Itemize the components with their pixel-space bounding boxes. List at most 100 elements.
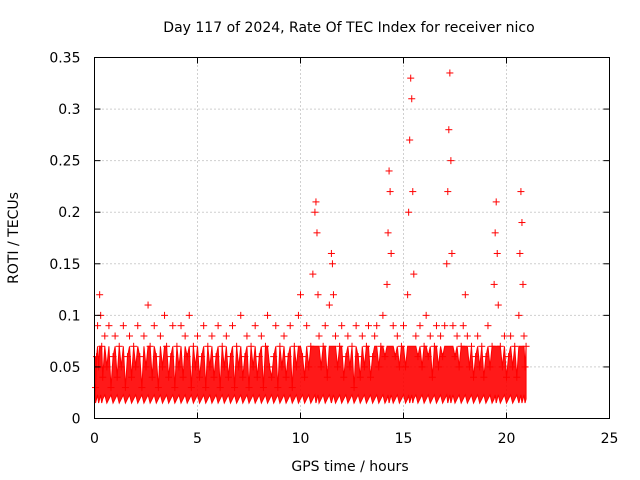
data-point bbox=[500, 332, 508, 340]
data-point bbox=[334, 363, 342, 371]
data-point bbox=[407, 74, 415, 82]
data-point bbox=[348, 342, 356, 350]
data-point bbox=[422, 311, 430, 319]
data-point bbox=[98, 342, 106, 350]
data-point bbox=[266, 363, 274, 371]
data-point bbox=[435, 363, 443, 371]
data-point bbox=[179, 373, 187, 381]
data-point bbox=[414, 353, 422, 361]
data-point bbox=[235, 363, 243, 371]
data-point bbox=[278, 363, 286, 371]
data-point bbox=[284, 353, 292, 361]
data-point bbox=[191, 363, 199, 371]
y-tick-label: 0.05 bbox=[49, 360, 80, 376]
data-point bbox=[467, 342, 475, 350]
data-point bbox=[224, 373, 232, 381]
data-point bbox=[511, 342, 519, 350]
data-point bbox=[492, 198, 500, 206]
data-point bbox=[490, 280, 498, 288]
x-tick-label: 5 bbox=[193, 431, 202, 447]
data-point bbox=[402, 363, 410, 371]
y-tick-label: 0.15 bbox=[49, 257, 80, 273]
x-axis-label: GPS time / hours bbox=[291, 459, 408, 475]
data-point bbox=[373, 322, 381, 330]
data-point bbox=[233, 342, 241, 350]
data-point bbox=[312, 198, 320, 206]
data-point bbox=[123, 353, 131, 361]
data-point bbox=[92, 384, 100, 392]
data-point bbox=[255, 353, 263, 361]
data-point bbox=[352, 322, 360, 330]
data-point bbox=[518, 219, 526, 227]
data-point bbox=[94, 322, 102, 330]
data-point bbox=[387, 249, 395, 257]
data-point bbox=[482, 353, 490, 361]
data-point bbox=[187, 384, 195, 392]
data-point bbox=[132, 363, 140, 371]
data-point bbox=[117, 363, 125, 371]
data-point bbox=[231, 384, 239, 392]
data-point bbox=[522, 342, 530, 350]
data-point bbox=[218, 342, 226, 350]
data-point bbox=[516, 249, 524, 257]
data-point bbox=[461, 291, 469, 299]
data-point bbox=[498, 363, 506, 371]
data-point bbox=[484, 322, 492, 330]
data-point bbox=[163, 342, 171, 350]
data-point bbox=[338, 322, 346, 330]
data-point bbox=[451, 353, 459, 361]
data-point bbox=[134, 322, 142, 330]
data-point bbox=[241, 353, 249, 361]
data-point bbox=[441, 322, 449, 330]
data-point bbox=[307, 342, 315, 350]
data-point bbox=[128, 373, 136, 381]
data-point bbox=[472, 353, 480, 361]
data-point bbox=[270, 353, 278, 361]
data-point bbox=[154, 384, 162, 392]
data-point bbox=[344, 332, 352, 340]
data-points bbox=[92, 69, 530, 392]
data-point bbox=[362, 342, 370, 350]
data-point bbox=[364, 322, 372, 330]
data-point bbox=[309, 270, 317, 278]
y-tick-label: 0.35 bbox=[49, 51, 80, 67]
data-point bbox=[169, 322, 177, 330]
data-point bbox=[509, 363, 517, 371]
y-tick-label: 0 bbox=[72, 412, 81, 428]
data-point bbox=[152, 353, 160, 361]
data-point bbox=[165, 373, 173, 381]
data-point bbox=[463, 332, 471, 340]
data-point bbox=[445, 126, 453, 134]
data-point bbox=[332, 332, 340, 340]
data-point bbox=[327, 249, 335, 257]
data-point bbox=[196, 373, 204, 381]
data-point bbox=[292, 363, 300, 371]
data-point bbox=[249, 363, 257, 371]
data-point bbox=[385, 167, 393, 175]
data-point bbox=[243, 332, 251, 340]
data-point bbox=[237, 311, 245, 319]
data-point bbox=[288, 384, 296, 392]
data-point bbox=[259, 384, 267, 392]
data-point bbox=[444, 188, 452, 196]
data-point bbox=[103, 363, 111, 371]
data-point bbox=[507, 332, 515, 340]
data-point bbox=[395, 363, 403, 371]
data-point bbox=[437, 332, 445, 340]
data-point bbox=[301, 373, 309, 381]
data-point bbox=[428, 373, 436, 381]
data-point bbox=[323, 373, 331, 381]
data-point bbox=[491, 229, 499, 237]
data-point bbox=[96, 291, 104, 299]
data-point bbox=[371, 332, 379, 340]
data-point bbox=[286, 322, 294, 330]
data-point bbox=[420, 342, 428, 350]
data-point bbox=[229, 322, 237, 330]
y-tick-label: 0.2 bbox=[58, 205, 80, 221]
data-point bbox=[432, 322, 440, 330]
data-point bbox=[465, 363, 473, 371]
data-point bbox=[409, 188, 417, 196]
data-point bbox=[519, 280, 527, 288]
data-point bbox=[313, 229, 321, 237]
x-tick-label: 15 bbox=[395, 431, 413, 447]
